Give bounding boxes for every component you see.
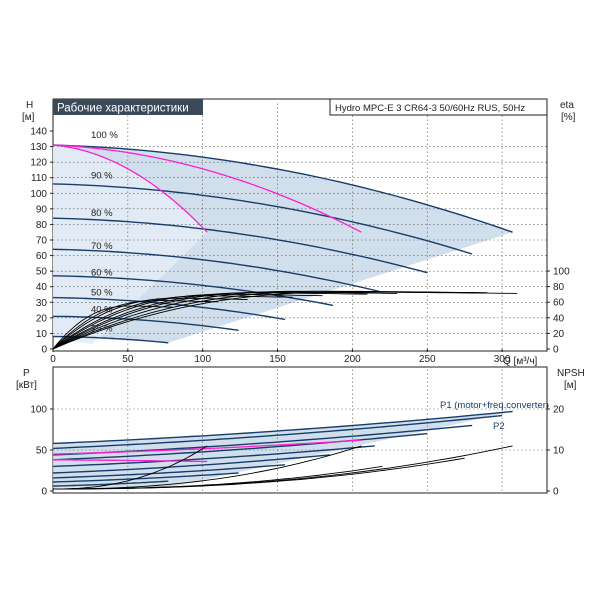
eta-tick-label: 40 [553,313,565,324]
power-curve-0 [52,410,513,445]
head-tick-label: 10 [36,329,48,340]
npsh-axis-unit: [м] [564,380,577,391]
flow-tick-label: 100 [194,354,211,365]
p2-series-label: P2 [493,421,505,432]
eta-tick-label: 0 [553,345,559,356]
head-tick-label: 0 [41,345,47,356]
flow-axis-label: Q [м³/ч] [503,356,538,367]
power-axis-unit: [кВт] [16,380,37,391]
power-curves [52,410,513,487]
head-axis-unit: [м] [22,112,35,123]
npsh-tick-label: 10 [553,446,565,457]
head-tick-label: 40 [36,282,48,293]
speed-label: 50 % [91,288,113,299]
eta-axis-unit: [%] [561,112,576,123]
power-curve-1 [52,414,503,450]
head-curve-25 [52,335,169,344]
eta-curve-6 [52,295,293,350]
npsh-curves [53,445,513,490]
power-operating-area [53,411,513,488]
eta-tick-label: 100 [553,267,570,278]
head-tick-label: 80 [36,220,48,231]
head-axis-label: H [26,100,33,111]
head-operating-area-1pump [53,145,208,345]
power-axis-ticks: 0 50 100 0 10 20 [30,405,564,498]
npsh-tick-label: 0 [553,487,559,498]
head-tick-label: 120 [30,158,47,169]
npsh-curve-0 [53,445,208,490]
power-tick-label: 100 [30,405,47,416]
head-curve-70 [52,248,380,293]
power-curve-3 [52,432,428,461]
head-curve-magenta-0 [52,144,208,233]
head-tick-label: 90 [36,204,48,215]
speed-label: 70 % [91,241,113,252]
head-tick-label: 130 [30,142,47,153]
power-operating-area [53,411,513,488]
p1-series-label: P1 (motor+freq.converter) [440,400,549,411]
npsh-tick-label: 20 [553,405,565,416]
efficiency-curves [52,290,518,350]
flow-tick-label: 0 [50,354,56,365]
eta-curve-9 [52,305,173,350]
power-tick-label: 50 [36,446,48,457]
head-tick-label: 60 [36,251,48,262]
subtitle-box [329,98,548,116]
power-curve-magenta-1 [52,439,362,455]
head-tick-label: 70 [36,236,48,247]
head-curve-50 [52,296,286,321]
speed-label: 100 % [91,130,118,141]
head-tick-label: 100 [30,189,47,200]
head-axis-ticks: 0 10 20 30 40 50 60 70 80 90 100 110 120 130 140 0 50 100… [30,127,570,366]
power-curve-4 [52,445,375,468]
flow-tick-label: 250 [419,354,436,365]
head-curve-80 [52,217,428,274]
head-operating-area [53,145,513,345]
chart-title: Рабочие характеристики [57,103,189,115]
power-curve-7 [52,472,239,483]
speed-label: 90 % [91,171,113,182]
flow-tick-label: 50 [122,354,134,365]
head-curve-magenta-1 [52,144,362,233]
head-curve-40 [52,315,239,331]
power-axis-label: P [23,368,30,379]
speed-label: 25 % [91,323,113,334]
power-tick-label: 0 [41,487,47,498]
chart-subtitle: Hydro MPC-E 3 CR64-3 50/60Hz RUS, 50Hz [335,103,525,114]
eta-tick-label: 80 [553,282,565,293]
head-tick-label: 110 [31,173,47,184]
title-box [53,99,203,115]
eta-curve-7 [52,297,248,350]
power-curve-5 [52,454,330,474]
npsh-axis-label: NPSH [557,368,585,379]
head-operating-area-3pumps [53,145,513,343]
head-tick-label: 140 [30,127,47,138]
speed-label: 40 % [91,305,113,316]
head-tick-label: 50 [36,267,48,278]
speed-label: 80 % [91,208,113,219]
speed-labels: 100 % 90 % 80 % 70 % 60 % 50 % 40 % 25 % [91,130,118,334]
flow-tick-label: 150 [269,354,286,365]
flow-tick-label: 200 [344,354,361,365]
head-tick-label: 20 [36,313,48,324]
eta-tick-label: 20 [553,329,565,340]
eta-curve-8 [52,300,218,350]
eta-axis-label: eta [560,100,574,111]
flow-tick-label: 300 [494,354,511,365]
power-curve-6 [52,464,286,479]
eta-tick-label: 60 [553,298,565,309]
npsh-curve-4 [53,465,383,490]
head-curve-100 [52,144,513,233]
head-tick-label: 30 [36,298,48,309]
speed-label: 60 % [91,267,113,278]
head-curve-90 [52,183,473,255]
